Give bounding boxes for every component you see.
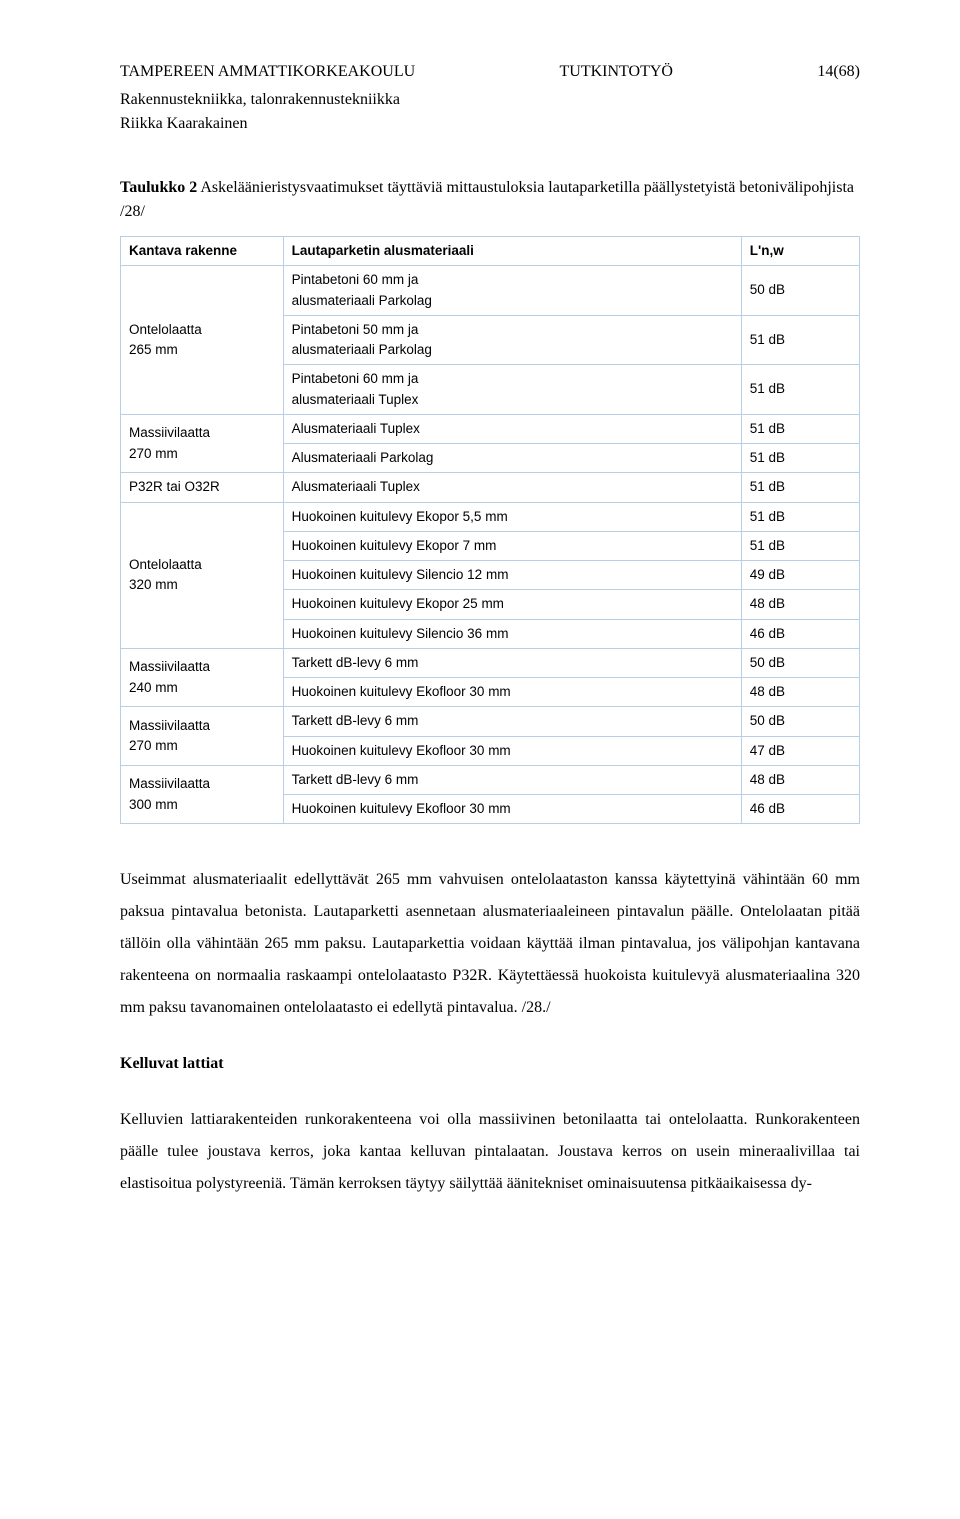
header-page: 14(68): [817, 60, 860, 84]
table-row: Ontelolaatta 265 mmPintabetoni 60 mm ja …: [121, 266, 860, 316]
cell-material: Huokoinen kuitulevy Ekofloor 30 mm: [283, 795, 741, 824]
table-caption: Taulukko 2 Askeläänieristysvaatimukset t…: [120, 176, 860, 224]
cell-lnw: 48 dB: [741, 765, 859, 794]
caption-label: Taulukko 2: [120, 179, 197, 196]
header-doctype: TUTKINTOTYÖ: [560, 60, 673, 84]
cell-material: Pintabetoni 60 mm ja alusmateriaali Park…: [283, 266, 741, 316]
cell-material: Huokoinen kuitulevy Ekopor 7 mm: [283, 531, 741, 560]
header-institution: TAMPEREEN AMMATTIKORKEAKOULU: [120, 60, 415, 84]
caption-text: Askeläänieristysvaatimukset täyttäviä mi…: [120, 179, 854, 220]
cell-material: Alusmateriaali Tuplex: [283, 414, 741, 443]
cell-lnw: 51 dB: [741, 473, 859, 502]
cell-material: Huokoinen kuitulevy Ekopor 25 mm: [283, 590, 741, 619]
cell-material: Tarkett dB-levy 6 mm: [283, 707, 741, 736]
table-row: Massiivilaatta 270 mmAlusmateriaali Tupl…: [121, 414, 860, 443]
table-row: Ontelolaatta 320 mmHuokoinen kuitulevy E…: [121, 502, 860, 531]
cell-material: Alusmateriaali Parkolag: [283, 444, 741, 473]
cell-lnw: 48 dB: [741, 590, 859, 619]
header-dept: Rakennustekniikka, talonrakennustekniikk…: [120, 88, 860, 112]
measurement-table: Kantava rakenne Lautaparketin alusmateri…: [120, 236, 860, 824]
cell-structure: Massiivilaatta 270 mm: [121, 414, 284, 473]
paragraph-2: Kelluvien lattiarakenteiden runkorakente…: [120, 1104, 860, 1200]
cell-structure: Ontelolaatta 265 mm: [121, 266, 284, 415]
cell-material: Huokoinen kuitulevy Ekopor 5,5 mm: [283, 502, 741, 531]
cell-lnw: 47 dB: [741, 736, 859, 765]
cell-material: Huokoinen kuitulevy Silencio 36 mm: [283, 619, 741, 648]
cell-lnw: 50 dB: [741, 266, 859, 316]
cell-lnw: 51 dB: [741, 315, 859, 365]
page-header: TAMPEREEN AMMATTIKORKEAKOULU TUTKINTOTYÖ…: [120, 60, 860, 84]
cell-material: Huokoinen kuitulevy Ekofloor 30 mm: [283, 736, 741, 765]
table-row: Massiivilaatta 240 mmTarkett dB-levy 6 m…: [121, 648, 860, 677]
cell-lnw: 46 dB: [741, 619, 859, 648]
cell-structure: Massiivilaatta 300 mm: [121, 765, 284, 824]
cell-lnw: 51 dB: [741, 444, 859, 473]
cell-structure: Ontelolaatta 320 mm: [121, 502, 284, 648]
cell-structure: P32R tai O32R: [121, 473, 284, 502]
cell-lnw: 49 dB: [741, 561, 859, 590]
cell-structure: Massiivilaatta 240 mm: [121, 648, 284, 707]
cell-material: Pintabetoni 50 mm ja alusmateriaali Park…: [283, 315, 741, 365]
section-heading: Kelluvat lattiat: [120, 1052, 860, 1076]
cell-lnw: 51 dB: [741, 414, 859, 443]
th-structure: Kantava rakenne: [121, 237, 284, 266]
table-row: Massiivilaatta 270 mmTarkett dB-levy 6 m…: [121, 707, 860, 736]
th-material: Lautaparketin alusmateriaali: [283, 237, 741, 266]
cell-material: Huokoinen kuitulevy Ekofloor 30 mm: [283, 678, 741, 707]
cell-lnw: 51 dB: [741, 502, 859, 531]
cell-material: Alusmateriaali Tuplex: [283, 473, 741, 502]
table-row: Massiivilaatta 300 mmTarkett dB-levy 6 m…: [121, 765, 860, 794]
table-header-row: Kantava rakenne Lautaparketin alusmateri…: [121, 237, 860, 266]
cell-lnw: 51 dB: [741, 531, 859, 560]
cell-lnw: 46 dB: [741, 795, 859, 824]
cell-lnw: 48 dB: [741, 678, 859, 707]
paragraph-1: Useimmat alusmateriaalit edellyttävät 26…: [120, 864, 860, 1024]
cell-structure: Massiivilaatta 270 mm: [121, 707, 284, 766]
cell-material: Tarkett dB-levy 6 mm: [283, 648, 741, 677]
cell-lnw: 50 dB: [741, 707, 859, 736]
table-row: P32R tai O32RAlusmateriaali Tuplex51 dB: [121, 473, 860, 502]
th-lnw: L'n,w: [741, 237, 859, 266]
cell-material: Pintabetoni 60 mm ja alusmateriaali Tupl…: [283, 365, 741, 415]
cell-lnw: 51 dB: [741, 365, 859, 415]
cell-material: Huokoinen kuitulevy Silencio 12 mm: [283, 561, 741, 590]
cell-material: Tarkett dB-levy 6 mm: [283, 765, 741, 794]
cell-lnw: 50 dB: [741, 648, 859, 677]
header-author: Riikka Kaarakainen: [120, 112, 860, 136]
